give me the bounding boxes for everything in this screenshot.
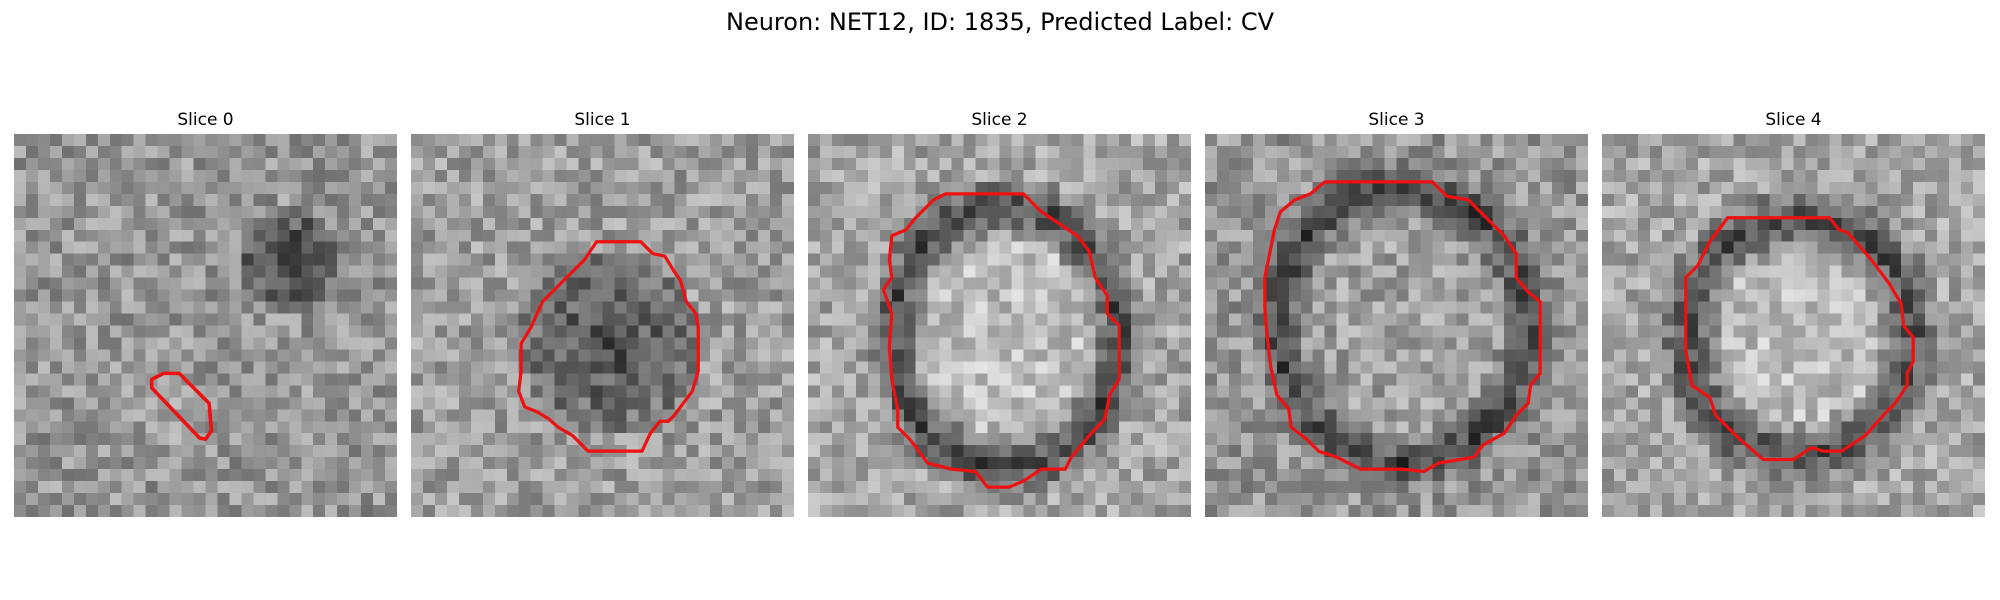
slice-panel-0: Slice 0: [14, 108, 397, 517]
slice-title-4: Slice 4: [1765, 110, 1822, 130]
neuron-contour-slice-2: [881, 192, 1121, 489]
neuron-contour-slice-4: [1684, 216, 1915, 462]
neuron-contour-slice-1: [517, 240, 700, 453]
slice-title-2: Slice 2: [971, 110, 1028, 130]
slice-panel-3: Slice 3: [1205, 108, 1588, 517]
slice-image-4: [1602, 134, 1985, 517]
slice-title-0: Slice 0: [177, 110, 234, 130]
slice-image-3: [1205, 134, 1588, 517]
grayscale-pixel-grid: [1205, 134, 1588, 517]
slice-image-0: [14, 134, 397, 517]
grayscale-pixel-grid: [808, 134, 1191, 517]
slice-title-1: Slice 1: [574, 110, 631, 130]
figure-title: Neuron: NET12, ID: 1835, Predicted Label…: [726, 8, 1274, 36]
grayscale-pixel-grid: [14, 134, 397, 517]
neuron-contour-slice-3: [1263, 180, 1542, 474]
grayscale-pixel-grid: [411, 134, 794, 517]
grayscale-pixel-grid: [1602, 134, 1985, 517]
neuron-contour-slice-0: [149, 371, 214, 441]
slice-image-1: [411, 134, 794, 517]
slice-panel-2: Slice 2: [808, 108, 1191, 517]
slice-panel-4: Slice 4: [1602, 108, 1985, 517]
slice-title-3: Slice 3: [1368, 110, 1425, 130]
slice-panel-1: Slice 1: [411, 108, 794, 517]
slice-image-2: [808, 134, 1191, 517]
